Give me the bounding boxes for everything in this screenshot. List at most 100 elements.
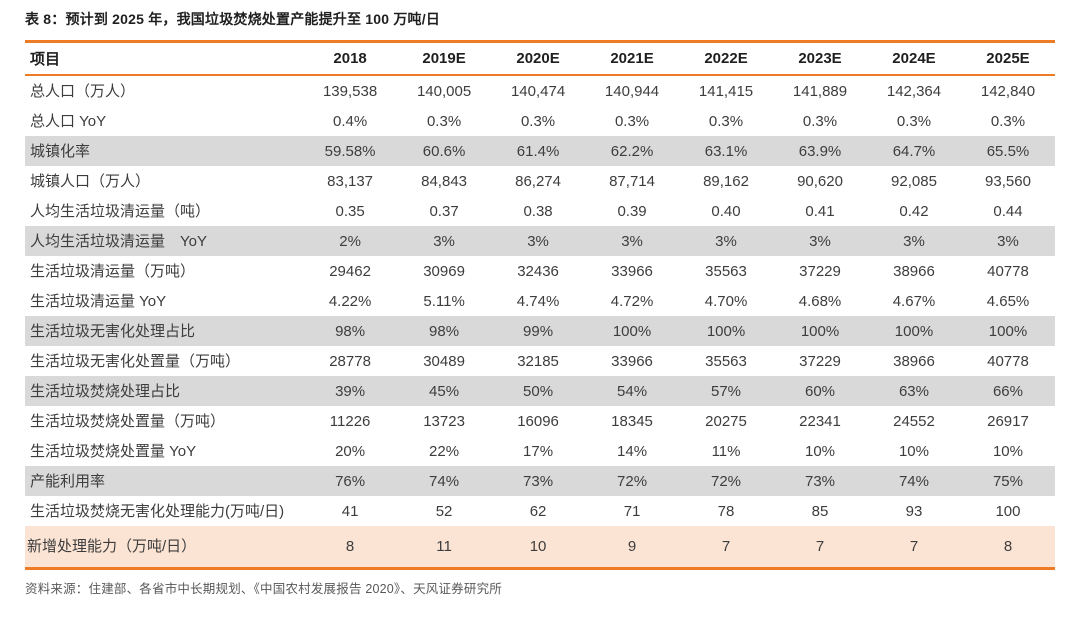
table-cell: 78: [717, 502, 735, 520]
column-header-year: 2022E: [704, 50, 748, 67]
table-row: 生活垃圾清运量 YoY 4.22% 5.11% 4.74% 4.72% 4.70% 4.68…: [25, 286, 1055, 316]
row-label: 生活垃圾焚烧处理占比: [30, 382, 181, 400]
table-cell: 4.65%: [986, 292, 1030, 310]
table-cell: 64.7%: [892, 142, 936, 160]
table-body: 总人口（万人） 139,538 140,005 140,474 140,944 141,4…: [25, 75, 1055, 569]
table-cell: 139,538: [322, 82, 378, 100]
table-cell: 62.2%: [610, 142, 654, 160]
table-cell: 33966: [611, 262, 653, 280]
table-cell: 30489: [423, 352, 465, 370]
table-caption: 表 8：预计到 2025 年，我国垃圾焚烧处置产能提升至 100 万吨/日: [25, 11, 441, 27]
table-cell: 140,944: [604, 82, 660, 100]
column-header-year: 2023E: [798, 50, 842, 67]
table-row: 生活垃圾清运量（万吨） 29462 30969 32436 33966 35563 3722…: [25, 256, 1055, 286]
table-row: 生活垃圾焚烧无害化处理能力(万吨/日) 41 52 62 71 78 85 93 100: [25, 496, 1055, 526]
row-label: 产能利用率: [30, 472, 106, 490]
table-row: 生活垃圾焚烧处置量（万吨） 11226 13723 16096 18345 20275 22…: [25, 406, 1055, 436]
table-cell: 4.67%: [892, 292, 936, 310]
table-cell: 83,137: [327, 172, 374, 190]
table-cell: 75%: [992, 472, 1023, 490]
row-label: 人均生活垃圾清运量 YoY: [30, 232, 207, 250]
table-cell: 0.3%: [896, 112, 932, 130]
column-header-item: 项目: [30, 51, 61, 68]
table-cell: 7: [909, 538, 919, 555]
table-cell: 4.68%: [798, 292, 842, 310]
table-cell: 3%: [527, 232, 549, 250]
table-cell: 142,840: [980, 82, 1036, 100]
table-cell: 74%: [429, 472, 460, 490]
table-cell: 3%: [621, 232, 643, 250]
row-label: 生活垃圾无害化处理占比: [30, 322, 196, 340]
table-cell: 76%: [335, 472, 366, 490]
table-cell: 140,005: [416, 82, 472, 100]
table-row: 新增处理能力（万吨/日） 8 11 10 9 7 7 7 8: [25, 526, 1055, 569]
table-cell: 98%: [335, 322, 366, 340]
table-row: 总人口（万人） 139,538 140,005 140,474 140,944 141,4…: [25, 75, 1055, 106]
table-cell: 0.3%: [426, 112, 462, 130]
row-label: 生活垃圾无害化处置量（万吨）: [30, 352, 241, 370]
table-cell: 40778: [987, 262, 1029, 280]
table-cell: 0.37: [429, 202, 459, 220]
table-cell: 10%: [804, 442, 836, 460]
table-cell: 0.3%: [614, 112, 650, 130]
table-cell: 72%: [617, 472, 648, 490]
table-cell: 3%: [715, 232, 737, 250]
table-cell: 26917: [987, 412, 1029, 430]
table-cell: 20%: [335, 442, 366, 460]
table-cell: 9: [627, 538, 637, 555]
row-label: 生活垃圾清运量（万吨）: [30, 262, 196, 280]
table-cell: 73%: [523, 472, 554, 490]
table-cell: 100%: [706, 322, 746, 340]
table-cell: 10: [529, 538, 547, 555]
table-cell: 63.1%: [704, 142, 748, 160]
table-cell: 0.3%: [708, 112, 744, 130]
table-cell: 141,889: [792, 82, 848, 100]
table-cell: 2%: [339, 232, 361, 250]
table-cell: 54%: [617, 382, 648, 400]
table-cell: 3%: [903, 232, 925, 250]
table-cell: 89,162: [703, 172, 749, 190]
table-row: 人均生活垃圾清运量（吨） 0.35 0.37 0.38 0.39 0.40 0.41 0.42…: [25, 196, 1055, 226]
table-cell: 93,560: [985, 172, 1031, 190]
table-cell: 30969: [423, 262, 465, 280]
table-cell: 40778: [987, 352, 1029, 370]
table-cell: 59.58%: [324, 142, 376, 160]
row-label: 人均生活垃圾清运量（吨）: [30, 202, 211, 220]
column-header-year: 2024E: [892, 50, 936, 67]
table-cell: 38966: [893, 262, 935, 280]
table-cell: 17%: [523, 442, 554, 460]
table-cell: 0.42: [899, 202, 929, 220]
table-cell: 100: [995, 502, 1021, 520]
table-cell: 13723: [423, 412, 465, 430]
table-cell: 0.39: [617, 202, 647, 220]
table-cell: 50%: [523, 382, 554, 400]
table-cell: 22341: [799, 412, 841, 430]
column-header-year: 2020E: [516, 50, 560, 67]
table-cell: 90,620: [797, 172, 843, 190]
table-cell: 3%: [997, 232, 1019, 250]
table-cell: 60.6%: [422, 142, 466, 160]
table-cell: 41: [341, 502, 359, 520]
table-cell: 24552: [893, 412, 935, 430]
table-cell: 0.3%: [990, 112, 1026, 130]
table-cell: 60%: [804, 382, 836, 400]
table-cell: 100%: [988, 322, 1028, 340]
table-row: 城镇人口（万人） 83,137 84,843 86,274 87,714 89,162 90…: [25, 166, 1055, 196]
table-cell: 100%: [612, 322, 652, 340]
table-cell: 45%: [429, 382, 460, 400]
table-row: 生活垃圾焚烧处置量 YoY 20% 22% 17% 14% 11% 10% 10% 10%: [25, 436, 1055, 466]
row-label: 生活垃圾清运量 YoY: [30, 292, 167, 310]
table-cell: 37229: [799, 352, 841, 370]
table-cell: 62: [529, 502, 547, 520]
table-cell: 11%: [711, 442, 741, 460]
table-cell: 86,274: [515, 172, 561, 190]
table-cell: 72%: [711, 472, 742, 490]
table-cell: 0.3%: [802, 112, 838, 130]
table-cell: 0.4%: [332, 112, 368, 130]
table-row: 产能利用率 76% 74% 73% 72% 72% 73% 74% 75%: [25, 466, 1055, 496]
table-header-row: 项目 2018 2019E 2020E 2021E 2022E 2023E 2024E 2025…: [25, 42, 1055, 75]
table-cell: 38966: [893, 352, 935, 370]
report-page: 表 8：预计到 2025 年，我国垃圾焚烧处置产能提升至 100 万吨/日 项目…: [25, 11, 1055, 596]
table-cell: 63.9%: [798, 142, 842, 160]
table-cell: 3%: [809, 232, 831, 250]
